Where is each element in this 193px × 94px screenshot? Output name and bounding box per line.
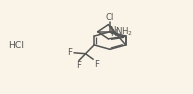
Text: Cl: Cl [106,13,114,22]
Text: N: N [109,26,116,35]
Text: N: N [110,29,116,38]
Text: HCl: HCl [8,41,24,50]
Text: F: F [76,61,81,70]
Text: F: F [94,60,99,69]
Text: NH$_2$: NH$_2$ [115,25,133,38]
Text: F: F [68,48,73,57]
